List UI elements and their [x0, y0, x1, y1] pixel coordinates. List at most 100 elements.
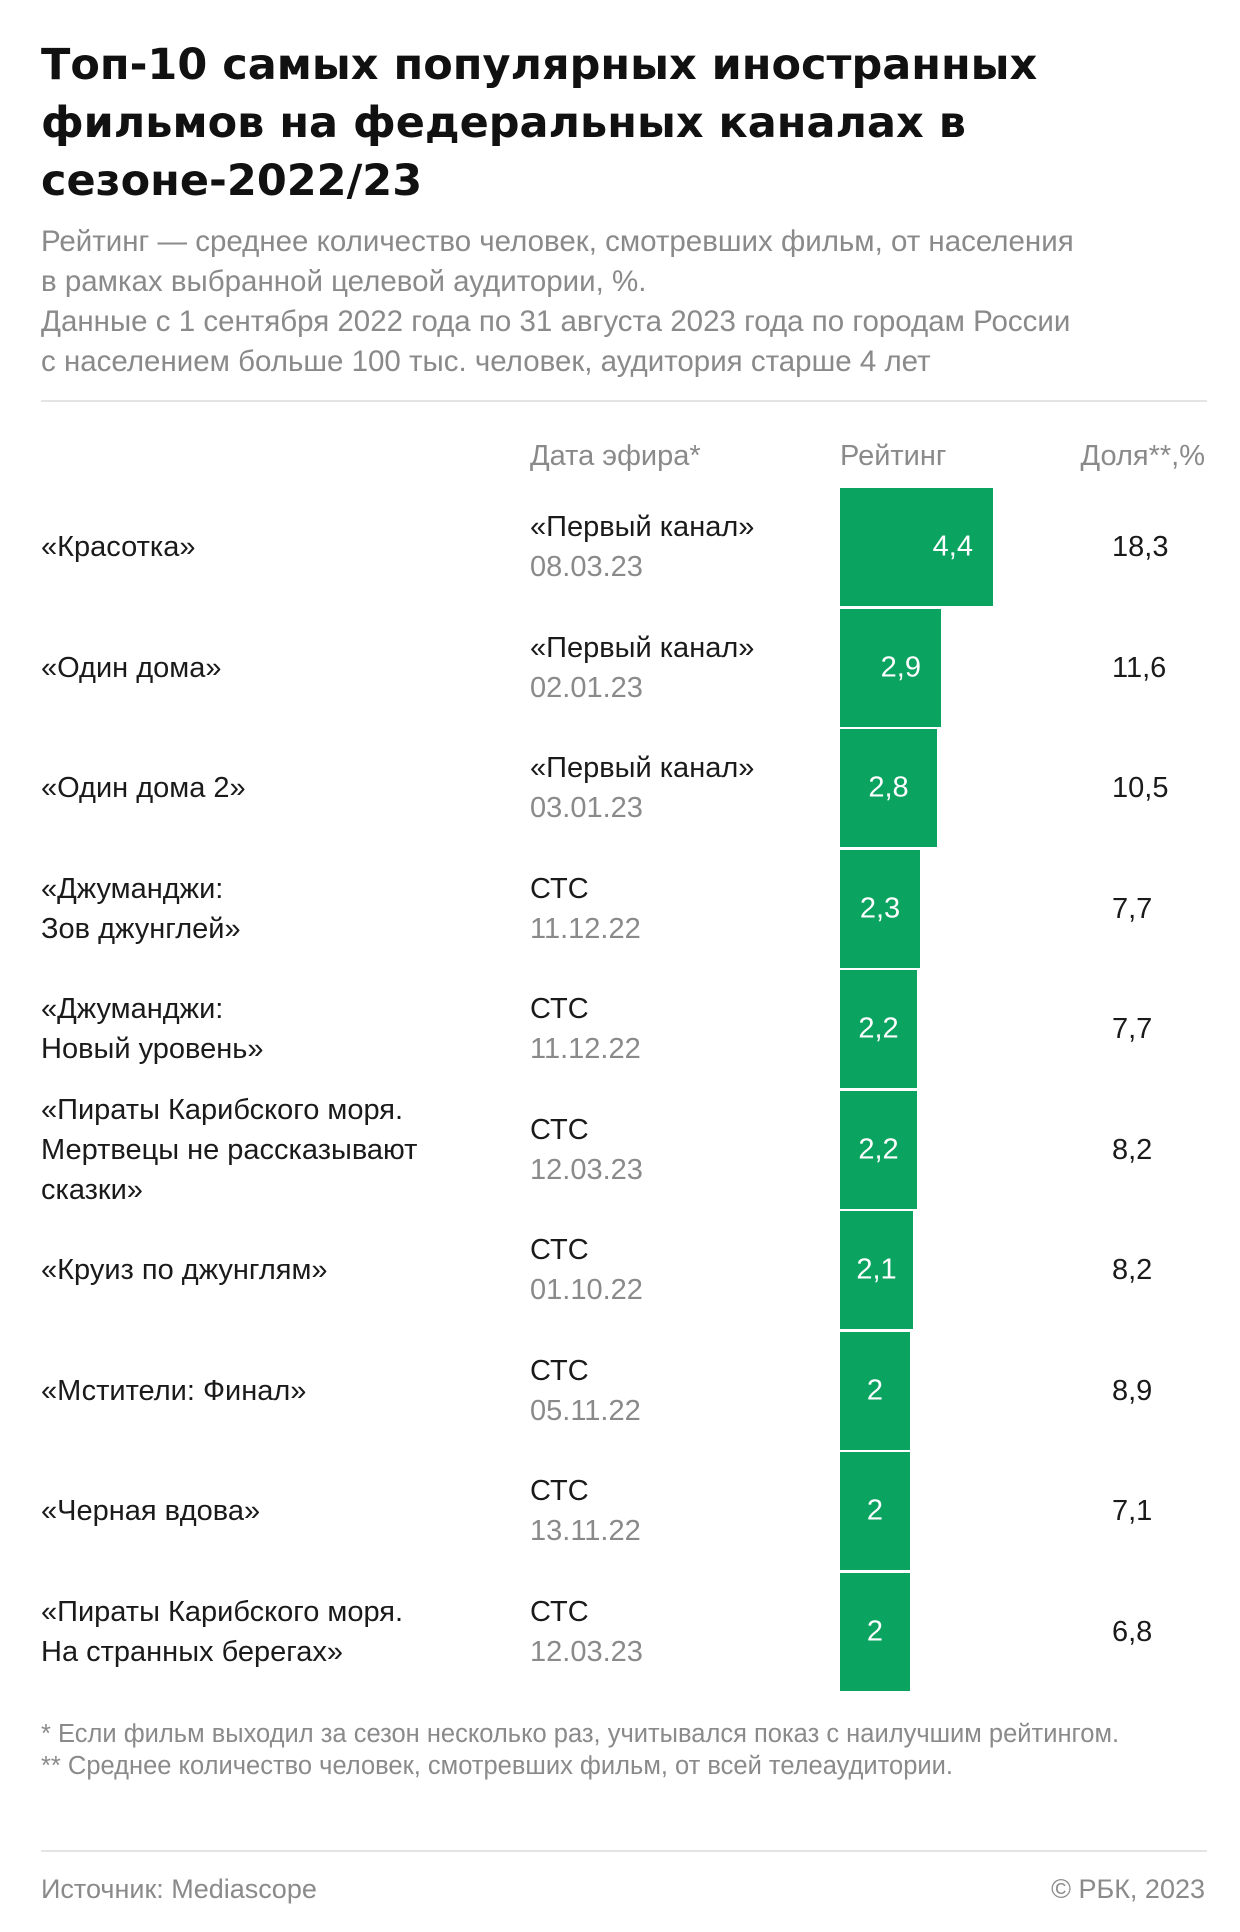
air-info: «Первый канал» 08.03.23	[530, 507, 754, 587]
rating-label: 2	[866, 1494, 884, 1527]
rating-bar: 2,2	[840, 1090, 917, 1209]
share-value: 8,9	[1112, 1374, 1153, 1407]
film-title: «Пираты Карибского моря. На странных бере…	[41, 1592, 521, 1672]
film-title: «Круиз по джунглям»	[41, 1250, 521, 1290]
channel-name: «Первый канал»	[530, 631, 755, 664]
footnote: ** Среднее количество человек, смотревши…	[41, 1752, 953, 1780]
rating-label: 2	[866, 1615, 884, 1647]
table-row: «Красотка» «Первый канал» 08.03.23 4,4 18,3	[0, 488, 1240, 606]
copyright: © РБК, 2023	[1051, 1874, 1205, 1904]
film-title-line: «Джуманджи:	[41, 993, 224, 1025]
rating-label: 2	[866, 1374, 884, 1406]
subtitle-line: Рейтинг — среднее количество человек, см…	[41, 225, 1074, 258]
film-title-line: Зов джунглей»	[41, 912, 241, 945]
subtitle-line: с населением больше 100 тыс. человек, ау…	[41, 345, 931, 378]
film-title: «Джуманджи: Зов джунглей»	[41, 869, 521, 949]
channel-name: СТС	[530, 1113, 589, 1146]
air-info: «Первый канал» 02.01.23	[530, 628, 754, 708]
rating-label: 2,8	[868, 771, 909, 804]
rating-label: 2,1	[856, 1253, 897, 1286]
air-info: СТС 11.12.22	[530, 869, 641, 949]
rating-bar: 2,1	[840, 1211, 913, 1329]
share-value: 7,7	[1112, 892, 1153, 925]
film-title: «Черная вдова»	[41, 1491, 521, 1531]
air-info: «Первый канал» 03.01.23	[530, 748, 754, 828]
rating-label: 2,3	[859, 892, 901, 924]
rating-bar: 4,4	[840, 488, 993, 606]
subtitle-line: в рамках выбранной целевой аудитории, %.	[41, 265, 647, 298]
film-title-line: На странных берегах»	[41, 1635, 343, 1668]
film-title: «Пираты Карибского моря. Мертвецы не расс…	[41, 1090, 521, 1210]
table-row: «Мстители: Финал» СТС 05.11.22 2 8,9	[0, 1331, 1240, 1450]
rating-bar: 2,8	[840, 729, 937, 847]
film-title-line: «Мстители: Финал»	[41, 1374, 307, 1407]
film-title: «Мстители: Финал»	[41, 1371, 521, 1411]
share-value: 6,8	[1112, 1615, 1153, 1648]
table-row: «Джуманджи: Новый уровень» СТС 11.12.22 2,2 7…	[0, 970, 1240, 1088]
film-title-line: «Джуманджи:	[41, 872, 224, 905]
share-value: 8,2	[1112, 1133, 1153, 1166]
chart-title: Топ-10 самых популярных иностранных филь…	[41, 40, 1038, 206]
footnote: * Если фильм выходил за сезон несколько …	[41, 1720, 1120, 1748]
rating-label: 2,9	[880, 651, 921, 683]
film-title-line: «Красотка»	[41, 531, 196, 563]
film-title: «Один дома 2»	[41, 768, 521, 808]
air-date: 02.01.23	[530, 671, 643, 704]
film-title-line: «Один дома 2»	[41, 772, 246, 804]
footnotes: * Если фильм выходил за сезон несколько …	[41, 1718, 1201, 1782]
share-value: 10,5	[1112, 772, 1169, 804]
film-title-line: «Круиз по джунглям»	[41, 1254, 328, 1286]
film-title-line: сказки»	[41, 1173, 143, 1206]
film-title: «Красотка»	[41, 527, 521, 567]
table-row: «Пираты Карибского моря. На странных бере…	[0, 1572, 1240, 1691]
rating-bar: 2	[840, 1331, 910, 1450]
channel-name: СТС	[530, 1595, 589, 1628]
air-info: СТС 11.12.22	[530, 989, 641, 1069]
rating-label: 2,2	[858, 1133, 899, 1165]
table-row: «Один дома 2» «Первый канал» 03.01.23 2,8 10…	[0, 729, 1240, 847]
rating-bar: 2	[840, 1572, 910, 1691]
film-title: «Джуманджи: Новый уровень»	[41, 989, 521, 1069]
air-date: 08.03.23	[530, 551, 643, 583]
subtitle-line: Данные с 1 сентября 2022 года по 31 авгу…	[41, 305, 1071, 338]
air-info: СТС 01.10.22	[530, 1230, 643, 1310]
rating-bar: 2,3	[840, 849, 920, 968]
bottom-divider	[41, 1850, 1207, 1852]
air-date: 05.11.22	[530, 1394, 641, 1427]
share-value: 11,6	[1112, 651, 1167, 684]
share-value: 18,3	[1112, 531, 1169, 563]
film-title-line: Новый уровень»	[41, 1033, 264, 1065]
air-date: 12.03.23	[530, 1153, 643, 1186]
channel-name: СТС	[530, 1354, 589, 1387]
film-title: «Один дома»	[41, 648, 521, 688]
film-title-line: «Пираты Карибского моря.	[41, 1093, 404, 1126]
air-date: 03.01.23	[530, 792, 643, 824]
table-row: «Круиз по джунглям» СТС 01.10.22 2,1 8,2	[0, 1211, 1240, 1329]
column-header-rating: Рейтинг	[840, 440, 947, 472]
source-credit: Источник: Mediascope	[41, 1874, 317, 1904]
channel-name: «Первый канал»	[530, 511, 755, 543]
table-row: «Джуманджи: Зов джунглей» СТС 11.12.22 2,3 7,…	[0, 849, 1240, 968]
air-date: 13.11.22	[530, 1515, 641, 1547]
channel-name: «Первый канал»	[530, 752, 755, 784]
table-row: «Черная вдова» СТС 13.11.22 2 7,1	[0, 1452, 1240, 1570]
air-info: СТС 05.11.22	[530, 1351, 641, 1431]
air-info: СТС 12.03.23	[530, 1110, 643, 1190]
rating-bar: 2,9	[840, 608, 941, 727]
channel-name: СТС	[530, 1234, 589, 1266]
top-divider	[41, 400, 1207, 402]
table-row: «Пираты Карибского моря. Мертвецы не расс…	[0, 1090, 1240, 1210]
film-title-line: Мертвецы не рассказывают	[41, 1133, 418, 1166]
air-date: 01.10.22	[530, 1274, 643, 1306]
rating-bar: 2,2	[840, 970, 917, 1088]
air-info: СТС 13.11.22	[530, 1471, 641, 1551]
share-value: 7,7	[1112, 1013, 1153, 1045]
column-header-share: Доля**,%	[1080, 440, 1206, 472]
film-title-line: «Черная вдова»	[41, 1495, 261, 1527]
air-date: 11.12.22	[530, 1033, 641, 1065]
air-info: СТС 12.03.23	[530, 1592, 643, 1672]
film-title-line: «Один дома»	[41, 651, 222, 684]
chart-subtitle: Рейтинг — среднее количество человек, см…	[41, 222, 1211, 382]
film-title-line: «Пираты Карибского моря.	[41, 1595, 404, 1628]
share-value: 8,2	[1112, 1254, 1153, 1286]
